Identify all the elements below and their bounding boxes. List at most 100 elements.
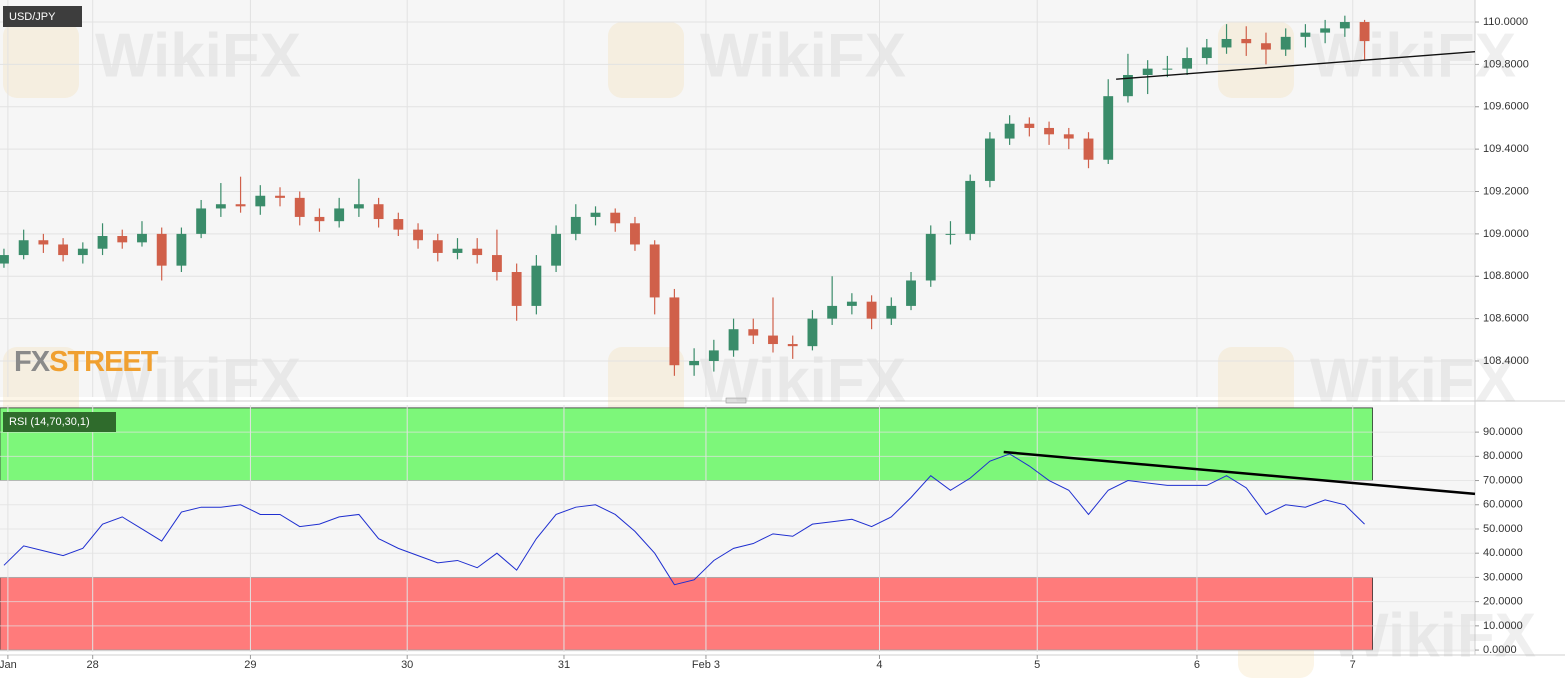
- candle-body: [590, 212, 601, 217]
- candle-body: [1280, 36, 1291, 50]
- candle-body: [314, 216, 325, 222]
- x-tick-label: 28: [87, 659, 99, 671]
- candle-body: [117, 235, 128, 243]
- pane-handle[interactable]: [725, 397, 747, 404]
- candle-body: [787, 344, 798, 347]
- candle-body: [1162, 68, 1173, 70]
- watermark-icon: [1218, 347, 1294, 423]
- candle-body: [1359, 22, 1370, 42]
- candle-body: [255, 195, 266, 207]
- logo-fx: FX: [14, 346, 51, 378]
- candle-body: [353, 204, 364, 209]
- y-tick-label: 0.0000: [1483, 644, 1517, 656]
- candle-body: [768, 335, 778, 345]
- candle-body: [866, 301, 877, 319]
- x-tick-label: 6: [1194, 659, 1200, 671]
- candle-body: [1004, 123, 1015, 139]
- candle-body: [984, 138, 995, 181]
- y-tick-label: 109.2000: [1483, 185, 1529, 197]
- candle-body: [807, 318, 818, 347]
- candle-body: [649, 244, 660, 298]
- x-tick-label: 31: [558, 659, 570, 671]
- candle-body: [1142, 68, 1153, 75]
- candle-body: [610, 212, 621, 224]
- candle-body: [748, 329, 759, 336]
- candle-body: [965, 180, 976, 234]
- candle-body: [0, 255, 9, 264]
- y-tick-label: 109.6000: [1483, 101, 1529, 113]
- y-tick-label: 109.0000: [1483, 228, 1529, 240]
- candle-body: [945, 233, 956, 235]
- candle-body: [1063, 134, 1074, 139]
- candle-body: [176, 233, 187, 266]
- zone: [0, 577, 1373, 651]
- x-tick-label: 5: [1034, 659, 1040, 671]
- overlays: USD/JPY RSI (14,70,30,1) FXSTREET: [3, 6, 160, 432]
- zone: [0, 407, 1373, 481]
- candle-body: [294, 197, 305, 217]
- y-tick-label: 110.0000: [1483, 16, 1528, 28]
- candle-body: [511, 272, 522, 306]
- candle-body: [432, 240, 443, 253]
- candle-body: [630, 223, 640, 245]
- y-tick-label: 109.4000: [1483, 143, 1529, 155]
- watermark-icon: [608, 347, 684, 423]
- candle-body: [452, 248, 463, 253]
- candle-body: [18, 240, 29, 256]
- symbol-title: USD/JPY: [9, 11, 56, 23]
- candle-body: [373, 204, 384, 220]
- candle-body: [1261, 43, 1271, 50]
- symbol-badge: [3, 6, 82, 27]
- watermark-icon: [608, 22, 684, 98]
- candle-body: [669, 297, 680, 366]
- y-tick-label: 109.8000: [1483, 58, 1529, 70]
- candle-body: [1024, 123, 1035, 128]
- y-tick-label: 108.4000: [1483, 355, 1529, 367]
- candle-body: [38, 240, 49, 245]
- candle-body: [1123, 74, 1133, 97]
- y-tick-label: 108.6000: [1483, 313, 1529, 325]
- candle-body: [728, 329, 739, 351]
- watermark-icon: [3, 22, 79, 98]
- price-chart: 108.4000 108.6000 108.8000 109.0000 109.2000…: [0, 0, 1529, 397]
- candle-body: [156, 233, 167, 266]
- candle-body: [1339, 22, 1350, 29]
- watermark-icon: [3, 347, 79, 423]
- candle-body: [334, 208, 345, 222]
- x-tick-label: 7: [1350, 659, 1356, 671]
- candle-body: [708, 350, 719, 361]
- candle-body: [827, 305, 838, 319]
- candle-body: [531, 265, 542, 306]
- trend-line: [1116, 50, 1476, 80]
- candle-body: [275, 195, 285, 198]
- candle-body: [1103, 96, 1114, 160]
- x-tick-label: 30: [401, 659, 413, 671]
- rsi-line: [3, 453, 1365, 586]
- candle-body: [1320, 28, 1331, 33]
- watermark: WikiFX: [95, 21, 301, 90]
- y-tick-label: 80.0000: [1483, 450, 1523, 462]
- candle-body: [906, 280, 916, 306]
- y-tick-label: 30.0000: [1483, 571, 1523, 583]
- x-tick-label: Jan: [0, 659, 17, 671]
- candle-body: [689, 360, 700, 366]
- candle-body: [97, 235, 108, 249]
- candle-body: [235, 204, 246, 207]
- x-tick-label: 29: [244, 659, 256, 671]
- candle-body: [77, 248, 88, 256]
- candle-body: [1221, 38, 1232, 48]
- candle-body: [570, 216, 581, 234]
- watermark: WikiFX: [1310, 346, 1516, 415]
- watermark: WikiFX: [700, 21, 906, 90]
- candle-body: [137, 233, 147, 243]
- logo: FXSTREET: [14, 346, 159, 378]
- candle-body: [196, 208, 207, 234]
- candle-body: [472, 248, 483, 256]
- candle-body: [58, 244, 69, 256]
- watermark-icon: [1218, 22, 1294, 98]
- y-tick-label: 90.0000: [1483, 426, 1523, 438]
- candle-body: [393, 219, 404, 230]
- rsi-chart: 0.0000 10.0000 20.0000 30.0000 40.0000 50.000…: [0, 405, 1523, 671]
